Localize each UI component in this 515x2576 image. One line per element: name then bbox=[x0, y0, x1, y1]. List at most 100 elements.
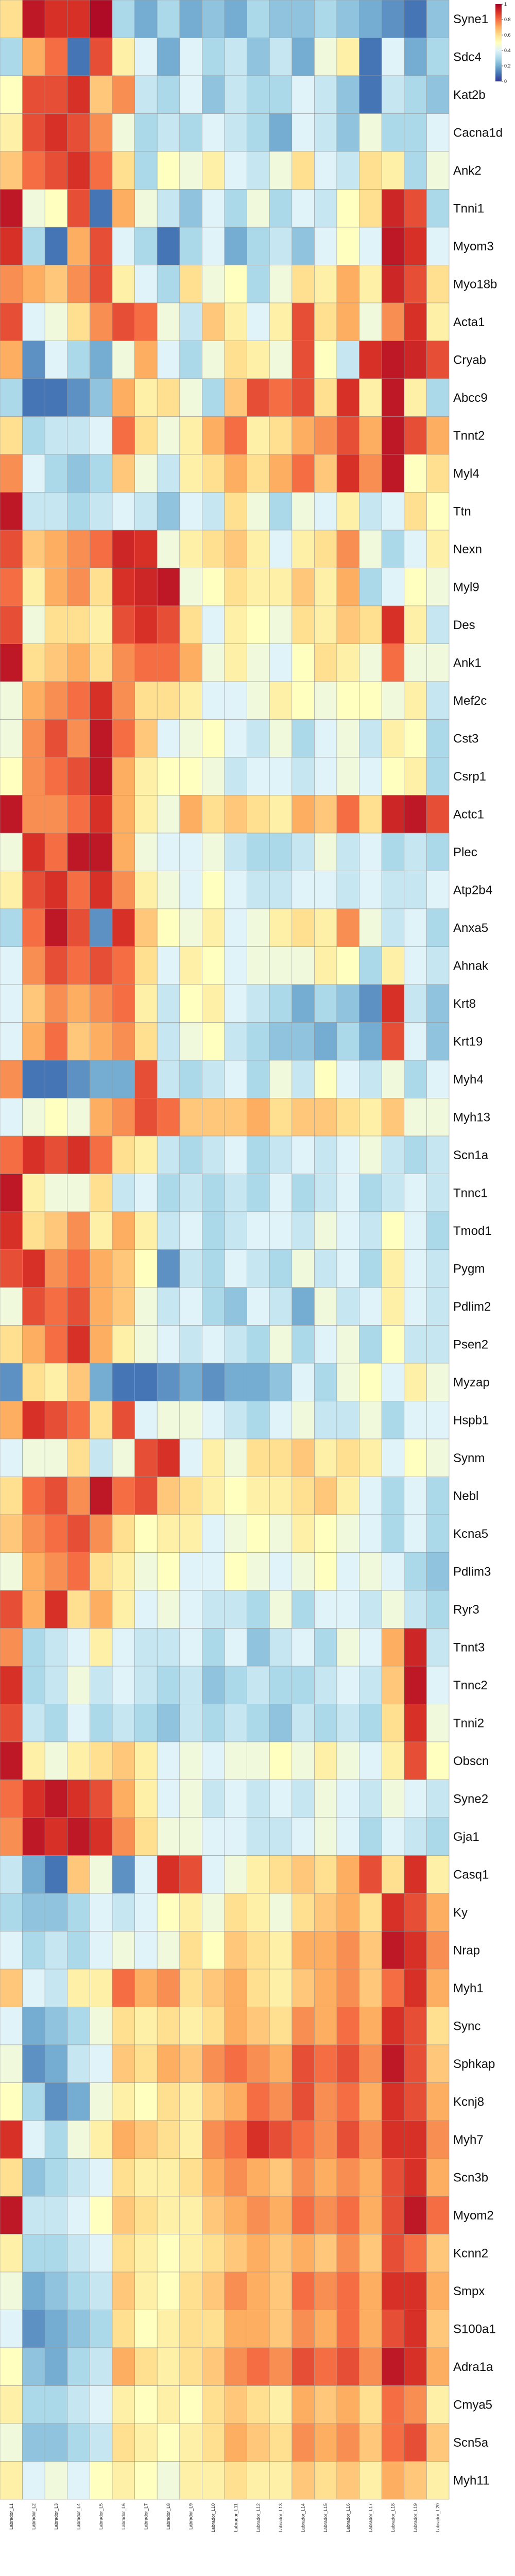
heatmap-cell-Scn5a-11 bbox=[224, 2423, 247, 2462]
heatmap-cell-Myh7-3 bbox=[44, 2120, 68, 2159]
heatmap-cell-Csrp1-20 bbox=[426, 757, 450, 795]
heatmap-cell-Scn3b-8 bbox=[157, 2158, 180, 2197]
heatmap-cell-Myh4-13 bbox=[269, 1060, 293, 1098]
heatmap-cell-Nexn-7 bbox=[134, 530, 158, 568]
heatmap-cell-Tnnt2-2 bbox=[22, 416, 45, 455]
legend-tick-label: 1 bbox=[504, 2, 507, 7]
heatmap-cell-Des-3 bbox=[44, 605, 68, 644]
heatmap-cell-Plec-3 bbox=[44, 833, 68, 871]
heatmap-cell-S100a1-2 bbox=[22, 2310, 45, 2348]
heatmap-cell-Nrap-14 bbox=[291, 1931, 315, 1970]
heatmap-cell-Cryab-5 bbox=[90, 341, 113, 379]
heatmap-cell-Myom2-11 bbox=[224, 2196, 247, 2234]
heatmap-cell-Hspb1-16 bbox=[336, 1401, 359, 1439]
heatmap-cell-Myl9-2 bbox=[22, 568, 45, 606]
heatmap-cell-Myl4-2 bbox=[22, 454, 45, 493]
heatmap-cell-Ky-3 bbox=[44, 1893, 68, 1931]
heatmap-cell-Cacna1d-16 bbox=[336, 113, 359, 152]
heatmap-cell-Tnni1-1 bbox=[0, 189, 23, 228]
heatmap-cell-Scn1a-1 bbox=[0, 1136, 23, 1174]
heatmap-cell-Kat2b-5 bbox=[90, 75, 113, 114]
heatmap-cell-Sdc4-9 bbox=[179, 38, 202, 76]
heatmap-cell-Pdlim3-19 bbox=[404, 1552, 427, 1591]
heatmap-cell-Tnnc1-19 bbox=[404, 1174, 427, 1212]
heatmap-cell-Sdc4-13 bbox=[269, 38, 293, 76]
heatmap-cell-Scn5a-8 bbox=[157, 2423, 180, 2462]
heatmap-cell-Myom3-16 bbox=[336, 227, 359, 265]
heatmap-cell-Tmod1-10 bbox=[202, 1211, 225, 1250]
heatmap-cell-Tnnc1-17 bbox=[359, 1174, 382, 1212]
heatmap-cell-Scn3b-2 bbox=[22, 2158, 45, 2197]
heatmap-cell-Plec-4 bbox=[67, 833, 90, 871]
heatmap-cell-Pdlim3-10 bbox=[202, 1552, 225, 1591]
heatmap-cell-Sphkap-8 bbox=[157, 2044, 180, 2083]
heatmap-cell-Cacna1d-12 bbox=[247, 113, 270, 152]
heatmap-cell-Syne2-14 bbox=[291, 1780, 315, 1818]
heatmap-cell-Atp2b4-9 bbox=[179, 871, 202, 909]
row-label-adra1a: Adra1a bbox=[453, 2360, 493, 2374]
heatmap-cell-Myom2-12 bbox=[247, 2196, 270, 2234]
heatmap-cell-Syne2-12 bbox=[247, 1780, 270, 1818]
heatmap-cell-Ky-2 bbox=[22, 1893, 45, 1931]
heatmap-cell-Acta1-8 bbox=[157, 302, 180, 341]
heatmap-cell-Pygm-8 bbox=[157, 1249, 180, 1288]
heatmap-cell-Ttn-5 bbox=[90, 492, 113, 531]
heatmap-cell-S100a1-6 bbox=[112, 2310, 135, 2348]
heatmap-cell-Ky-7 bbox=[134, 1893, 158, 1931]
row-label-s100a1: S100a1 bbox=[453, 2322, 496, 2336]
heatmap-cell-Sphkap-6 bbox=[112, 2044, 135, 2083]
heatmap-cell-Myom2-6 bbox=[112, 2196, 135, 2234]
heatmap-cell-Ank2-19 bbox=[404, 151, 427, 190]
heatmap-cell-Csrp1-9 bbox=[179, 757, 202, 795]
heatmap-cell-Myh11-12 bbox=[247, 2461, 270, 2500]
heatmap-cell-Myh7-12 bbox=[247, 2120, 270, 2159]
heatmap-cell-Synm-18 bbox=[381, 1438, 405, 1477]
heatmap-cell-Synm-13 bbox=[269, 1438, 293, 1477]
heatmap-cell-Plec-8 bbox=[157, 833, 180, 871]
heatmap-cell-Tnnc1-6 bbox=[112, 1174, 135, 1212]
heatmap-cell-Myl4-13 bbox=[269, 454, 293, 493]
heatmap-cell-Tnni1-20 bbox=[426, 189, 450, 228]
heatmap-cell-Myh1-10 bbox=[202, 1969, 225, 2007]
heatmap-cell-Ank1-10 bbox=[202, 643, 225, 682]
heatmap-cell-Myzap-12 bbox=[247, 1363, 270, 1401]
heatmap-cell-Pdlim2-5 bbox=[90, 1287, 113, 1326]
heatmap-cell-Myl9-15 bbox=[314, 568, 337, 606]
heatmap-cell-Psen2-4 bbox=[67, 1325, 90, 1364]
heatmap-cell-Cmya5-17 bbox=[359, 2385, 382, 2424]
heatmap-cell-Myl9-19 bbox=[404, 568, 427, 606]
heatmap-cell-Syne1-9 bbox=[179, 0, 202, 38]
heatmap-cell-Myh13-1 bbox=[0, 1098, 23, 1137]
heatmap-cell-Tnnc2-15 bbox=[314, 1666, 337, 1704]
heatmap-cell-Smpx-17 bbox=[359, 2272, 382, 2310]
heatmap-cell-Cryab-7 bbox=[134, 341, 158, 379]
heatmap-cell-Myh4-7 bbox=[134, 1060, 158, 1098]
row-label-cryab: Cryab bbox=[453, 353, 486, 367]
heatmap-cell-Myh13-7 bbox=[134, 1098, 158, 1137]
heatmap-cell-Ryr3-3 bbox=[44, 1590, 68, 1629]
heatmap-cell-Krt8-17 bbox=[359, 984, 382, 1023]
heatmap-cell-Psen2-7 bbox=[134, 1325, 158, 1364]
heatmap-cell-Csrp1-5 bbox=[90, 757, 113, 795]
heatmap-cell-Cacna1d-19 bbox=[404, 113, 427, 152]
heatmap-cell-Myo18b-3 bbox=[44, 265, 68, 303]
heatmap-cell-Syne1-1 bbox=[0, 0, 23, 38]
heatmap-cell-Casq1-14 bbox=[291, 1855, 315, 1894]
heatmap-cell-Gja1-18 bbox=[381, 1817, 405, 1856]
heatmap-cell-Syne2-10 bbox=[202, 1780, 225, 1818]
heatmap-cell-Myzap-17 bbox=[359, 1363, 382, 1401]
heatmap-cell-Atp2b4-20 bbox=[426, 871, 450, 909]
heatmap-cell-Acta1-12 bbox=[247, 302, 270, 341]
heatmap-cell-Mef2c-4 bbox=[67, 681, 90, 720]
heatmap-cell-Smpx-9 bbox=[179, 2272, 202, 2310]
heatmap-cell-Myh13-15 bbox=[314, 1098, 337, 1137]
heatmap-cell-Myl9-17 bbox=[359, 568, 382, 606]
heatmap-cell-Des-5 bbox=[90, 605, 113, 644]
heatmap-cell-Nebl-9 bbox=[179, 1477, 202, 1515]
heatmap-cell-Cacna1d-7 bbox=[134, 113, 158, 152]
heatmap-cell-Ahnak-6 bbox=[112, 946, 135, 985]
heatmap-cell-Mef2c-17 bbox=[359, 681, 382, 720]
row-label-myh11: Myh11 bbox=[453, 2473, 489, 2487]
heatmap-cell-Kcna5-4 bbox=[67, 1514, 90, 1553]
heatmap-cell-Tnni2-20 bbox=[426, 1704, 450, 1742]
